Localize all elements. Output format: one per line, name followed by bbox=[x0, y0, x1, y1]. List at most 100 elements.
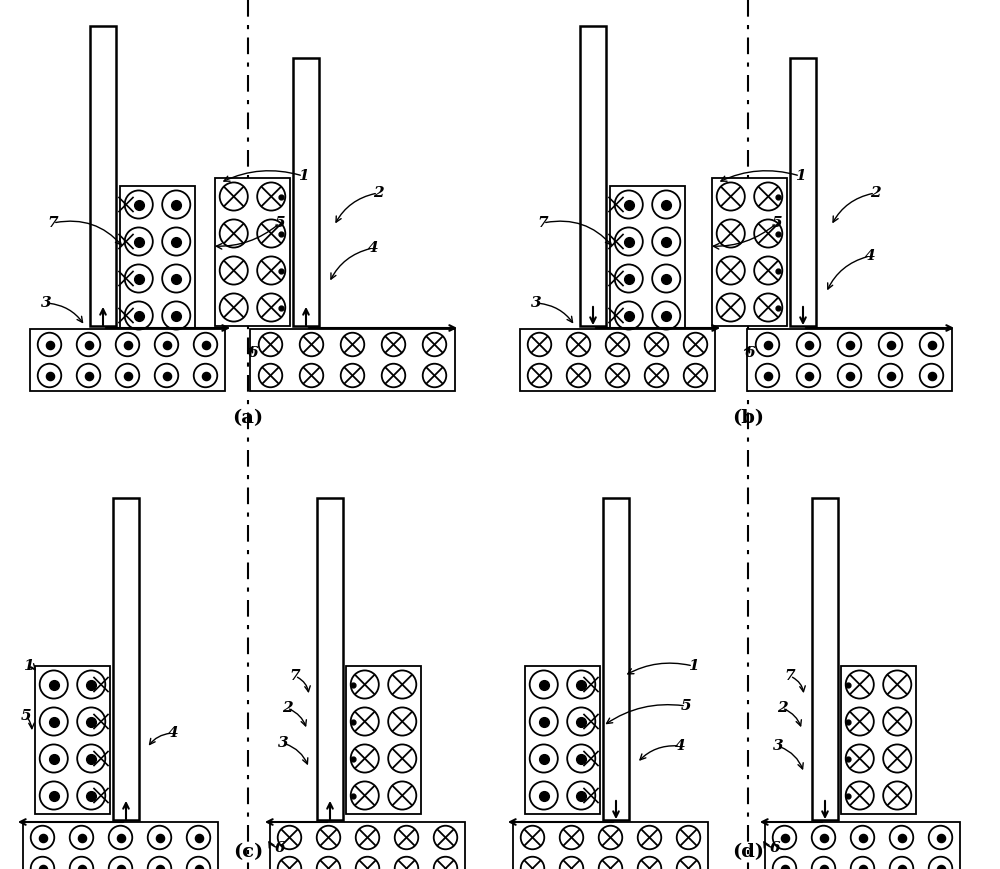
Circle shape bbox=[31, 826, 54, 849]
Text: 4: 4 bbox=[865, 249, 875, 263]
Circle shape bbox=[194, 333, 217, 356]
Circle shape bbox=[684, 364, 707, 388]
Text: 5: 5 bbox=[681, 699, 691, 713]
Circle shape bbox=[257, 182, 285, 210]
Circle shape bbox=[300, 333, 323, 356]
Circle shape bbox=[846, 781, 874, 810]
Circle shape bbox=[220, 182, 248, 210]
Text: 1: 1 bbox=[23, 659, 33, 673]
Circle shape bbox=[257, 256, 285, 284]
Bar bbox=[712, 178, 787, 326]
Text: 5: 5 bbox=[275, 216, 285, 230]
Circle shape bbox=[300, 364, 323, 388]
Text: 6: 6 bbox=[248, 346, 258, 360]
Circle shape bbox=[395, 857, 418, 869]
Circle shape bbox=[162, 190, 190, 219]
Text: 2: 2 bbox=[282, 701, 292, 715]
Circle shape bbox=[77, 671, 105, 699]
Circle shape bbox=[846, 707, 874, 735]
Circle shape bbox=[388, 745, 416, 773]
Circle shape bbox=[773, 857, 796, 869]
Circle shape bbox=[162, 228, 190, 255]
Bar bbox=[293, 58, 319, 326]
Circle shape bbox=[395, 826, 418, 849]
Circle shape bbox=[220, 294, 248, 322]
Text: (c): (c) bbox=[233, 843, 263, 861]
Text: 4: 4 bbox=[368, 241, 378, 255]
Circle shape bbox=[560, 826, 583, 849]
Circle shape bbox=[528, 364, 551, 388]
Circle shape bbox=[70, 857, 93, 869]
Circle shape bbox=[77, 707, 105, 735]
Text: (d): (d) bbox=[732, 843, 764, 861]
Text: (a): (a) bbox=[232, 409, 264, 427]
Circle shape bbox=[155, 333, 178, 356]
Circle shape bbox=[434, 826, 457, 849]
Bar bbox=[603, 498, 629, 820]
Text: 3: 3 bbox=[773, 739, 783, 753]
Circle shape bbox=[599, 826, 622, 849]
Bar bbox=[346, 666, 421, 814]
Bar bbox=[520, 329, 715, 391]
Circle shape bbox=[351, 671, 379, 699]
Circle shape bbox=[341, 333, 364, 356]
Circle shape bbox=[567, 781, 595, 810]
Circle shape bbox=[530, 707, 558, 735]
Text: 2: 2 bbox=[870, 186, 880, 200]
Text: 4: 4 bbox=[675, 739, 685, 753]
Circle shape bbox=[40, 781, 68, 810]
Circle shape bbox=[109, 857, 132, 869]
Circle shape bbox=[684, 333, 707, 356]
Circle shape bbox=[812, 826, 835, 849]
Text: 3: 3 bbox=[41, 296, 51, 310]
Circle shape bbox=[341, 364, 364, 388]
Circle shape bbox=[351, 745, 379, 773]
Circle shape bbox=[388, 707, 416, 735]
Circle shape bbox=[890, 826, 913, 849]
Circle shape bbox=[278, 857, 301, 869]
Circle shape bbox=[754, 256, 782, 284]
Circle shape bbox=[194, 364, 217, 388]
Circle shape bbox=[851, 826, 874, 849]
Bar bbox=[23, 822, 218, 869]
Text: (b): (b) bbox=[732, 409, 764, 427]
Circle shape bbox=[31, 857, 54, 869]
Circle shape bbox=[717, 294, 745, 322]
Circle shape bbox=[883, 671, 911, 699]
Text: 6: 6 bbox=[745, 346, 755, 360]
Bar bbox=[790, 58, 816, 326]
Bar bbox=[35, 666, 110, 814]
Circle shape bbox=[317, 826, 340, 849]
Circle shape bbox=[187, 826, 210, 849]
Circle shape bbox=[606, 364, 629, 388]
Bar bbox=[90, 26, 116, 326]
Text: 7: 7 bbox=[48, 216, 58, 230]
Text: 5: 5 bbox=[772, 216, 782, 230]
Circle shape bbox=[851, 857, 874, 869]
Circle shape bbox=[890, 857, 913, 869]
Circle shape bbox=[567, 671, 595, 699]
Circle shape bbox=[434, 857, 457, 869]
Circle shape bbox=[638, 826, 661, 849]
Circle shape bbox=[187, 857, 210, 869]
Text: 2: 2 bbox=[373, 186, 383, 200]
Circle shape bbox=[717, 256, 745, 284]
Text: 2: 2 bbox=[777, 701, 787, 715]
Circle shape bbox=[155, 364, 178, 388]
Circle shape bbox=[638, 857, 661, 869]
Bar bbox=[270, 822, 465, 869]
Bar bbox=[525, 666, 600, 814]
Circle shape bbox=[278, 826, 301, 849]
Circle shape bbox=[356, 826, 379, 849]
Circle shape bbox=[645, 364, 668, 388]
Text: 6: 6 bbox=[275, 841, 285, 855]
Bar bbox=[513, 822, 708, 869]
Circle shape bbox=[677, 826, 700, 849]
Circle shape bbox=[567, 364, 590, 388]
Circle shape bbox=[567, 333, 590, 356]
Circle shape bbox=[929, 857, 952, 869]
Circle shape bbox=[521, 826, 544, 849]
Text: 1: 1 bbox=[298, 169, 308, 183]
Circle shape bbox=[717, 182, 745, 210]
Text: 7: 7 bbox=[538, 216, 548, 230]
